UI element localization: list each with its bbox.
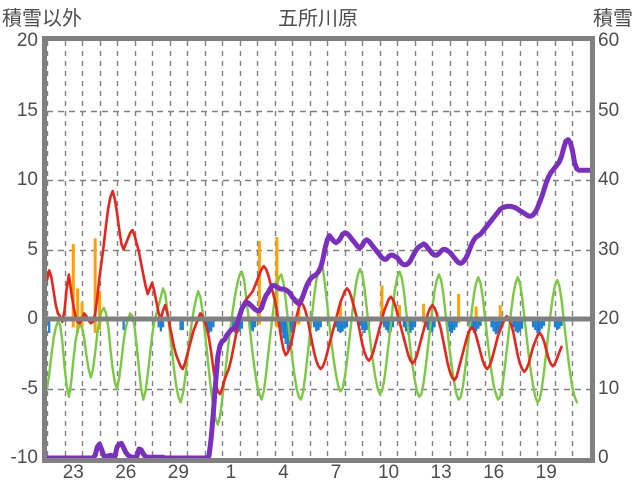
y-tick-right-10: 10 xyxy=(598,377,620,399)
grid-vertical xyxy=(47,41,574,458)
y-tick-right-30: 30 xyxy=(598,238,620,260)
chart-title: 五所川原 xyxy=(278,8,358,30)
x-tick-29: 29 xyxy=(167,462,189,483)
right-axis-title: 積雪 xyxy=(593,8,633,30)
series-temperature-high xyxy=(47,189,563,396)
chart-svg xyxy=(47,41,590,458)
y-tick-left-0: 0 xyxy=(27,308,38,329)
series-temperature-low xyxy=(47,262,579,426)
grid-horizontal xyxy=(47,110,590,391)
y-tick-left-5: 5 xyxy=(27,238,38,260)
y-tick-left--5: -5 xyxy=(21,377,38,399)
x-tick-23: 23 xyxy=(62,462,84,483)
x-tick-26: 26 xyxy=(115,462,137,483)
y-tick-left-10: 10 xyxy=(16,169,38,190)
y-tick-right-0: 0 xyxy=(598,447,609,468)
x-tick-16: 16 xyxy=(483,462,505,483)
y-tick-right-20: 20 xyxy=(598,308,620,329)
y-tick-left-20: 20 xyxy=(16,30,38,51)
x-tick-4: 4 xyxy=(278,462,289,483)
y-tick-left-15: 15 xyxy=(16,99,38,121)
left-axis-title: 積雪以外 xyxy=(2,8,82,30)
x-tick-1: 1 xyxy=(225,462,237,483)
y-tick-right-50: 50 xyxy=(598,99,620,121)
x-tick-13: 13 xyxy=(430,462,452,483)
y-tick-left--10: -10 xyxy=(10,447,38,468)
plot-area xyxy=(47,41,590,458)
x-tick-10: 10 xyxy=(377,462,400,483)
x-tick-7: 7 xyxy=(330,462,342,483)
series-snow-depth xyxy=(47,137,590,458)
x-tick-19: 19 xyxy=(535,462,557,483)
y-tick-right-40: 40 xyxy=(598,169,620,190)
y-tick-right-60: 60 xyxy=(598,30,620,51)
